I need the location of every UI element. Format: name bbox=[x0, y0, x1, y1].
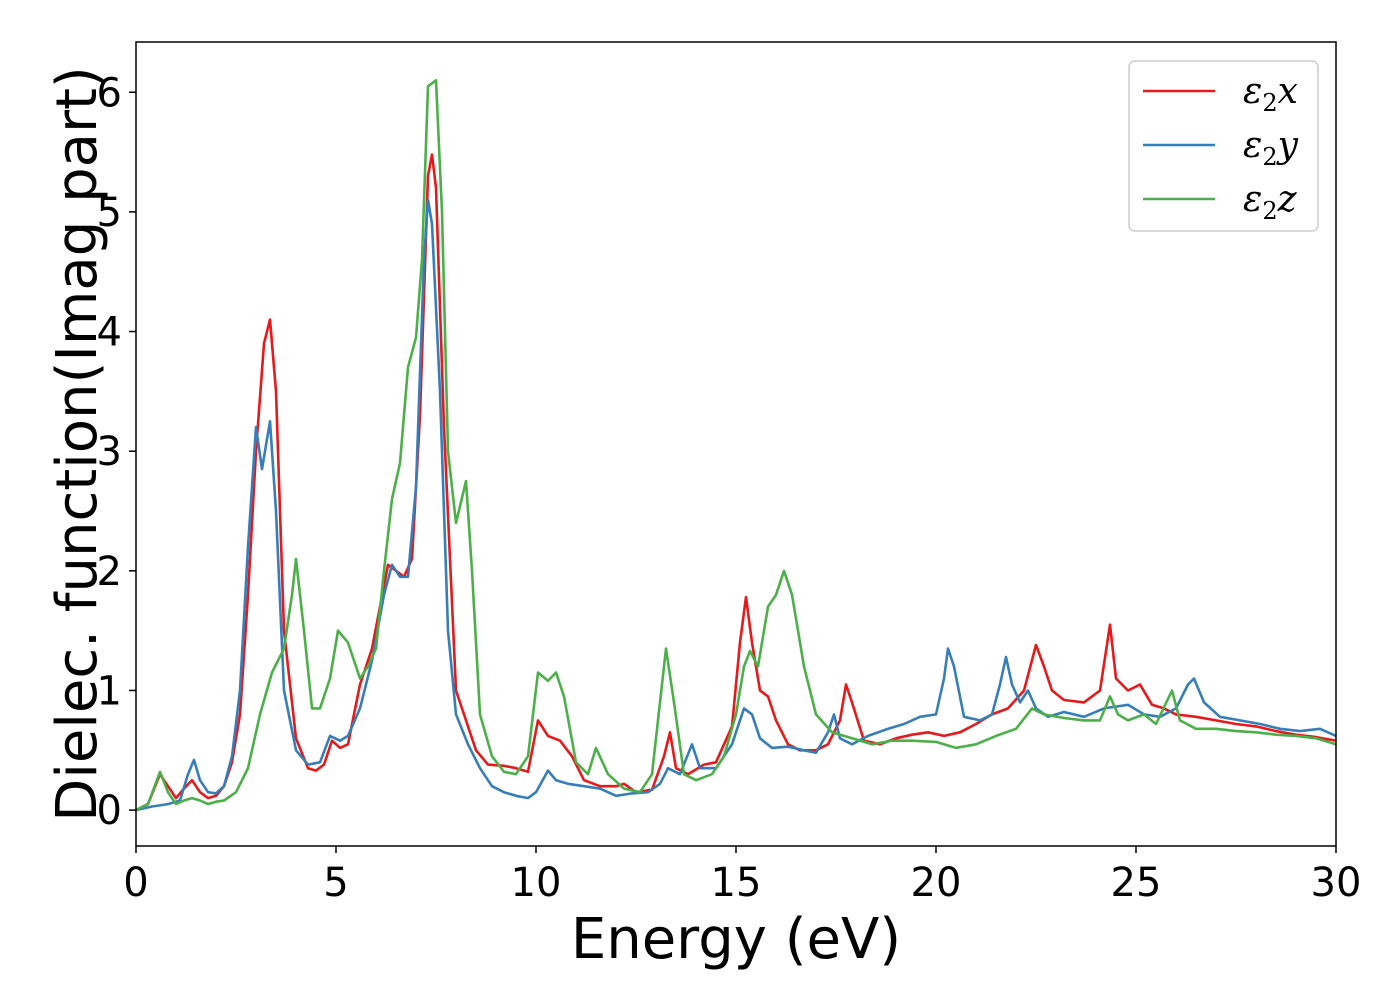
series-layer bbox=[136, 79, 1336, 812]
y-tick-label: 5 bbox=[97, 190, 122, 236]
x-tick-label: 15 bbox=[711, 860, 762, 906]
series-line-z bbox=[136, 79, 1336, 812]
x-tick-label: 25 bbox=[1111, 860, 1162, 906]
y-tick-label: 6 bbox=[97, 70, 122, 116]
y-tick-label: 3 bbox=[97, 429, 122, 475]
x-tick-label: 0 bbox=[123, 860, 148, 906]
y-tick-label: 2 bbox=[97, 549, 122, 595]
y-tick-label: 1 bbox=[97, 668, 122, 714]
y-axis: 0 1 2 3 4 5 6 bbox=[97, 70, 136, 834]
x-axis: 0 5 10 15 20 25 30 bbox=[123, 846, 1361, 906]
legend-label-z: ε2z bbox=[1243, 179, 1298, 225]
legend-label-x: ε2x bbox=[1243, 71, 1298, 117]
y-tick-label: 0 bbox=[97, 788, 122, 834]
legend-box bbox=[1128, 60, 1319, 232]
legend: ε2x ε2y ε2z bbox=[1128, 60, 1319, 232]
y-tick-label: 4 bbox=[97, 310, 122, 356]
y-axis-label: Dielec. function(Imag part) bbox=[45, 66, 110, 822]
x-tick-label: 10 bbox=[511, 860, 562, 906]
x-axis-label: Energy (eV) bbox=[571, 907, 901, 972]
legend-label-y: ε2y bbox=[1243, 125, 1299, 171]
x-tick-label: 20 bbox=[911, 860, 962, 906]
x-tick-label: 5 bbox=[323, 860, 348, 906]
x-tick-label: 30 bbox=[1311, 860, 1362, 906]
